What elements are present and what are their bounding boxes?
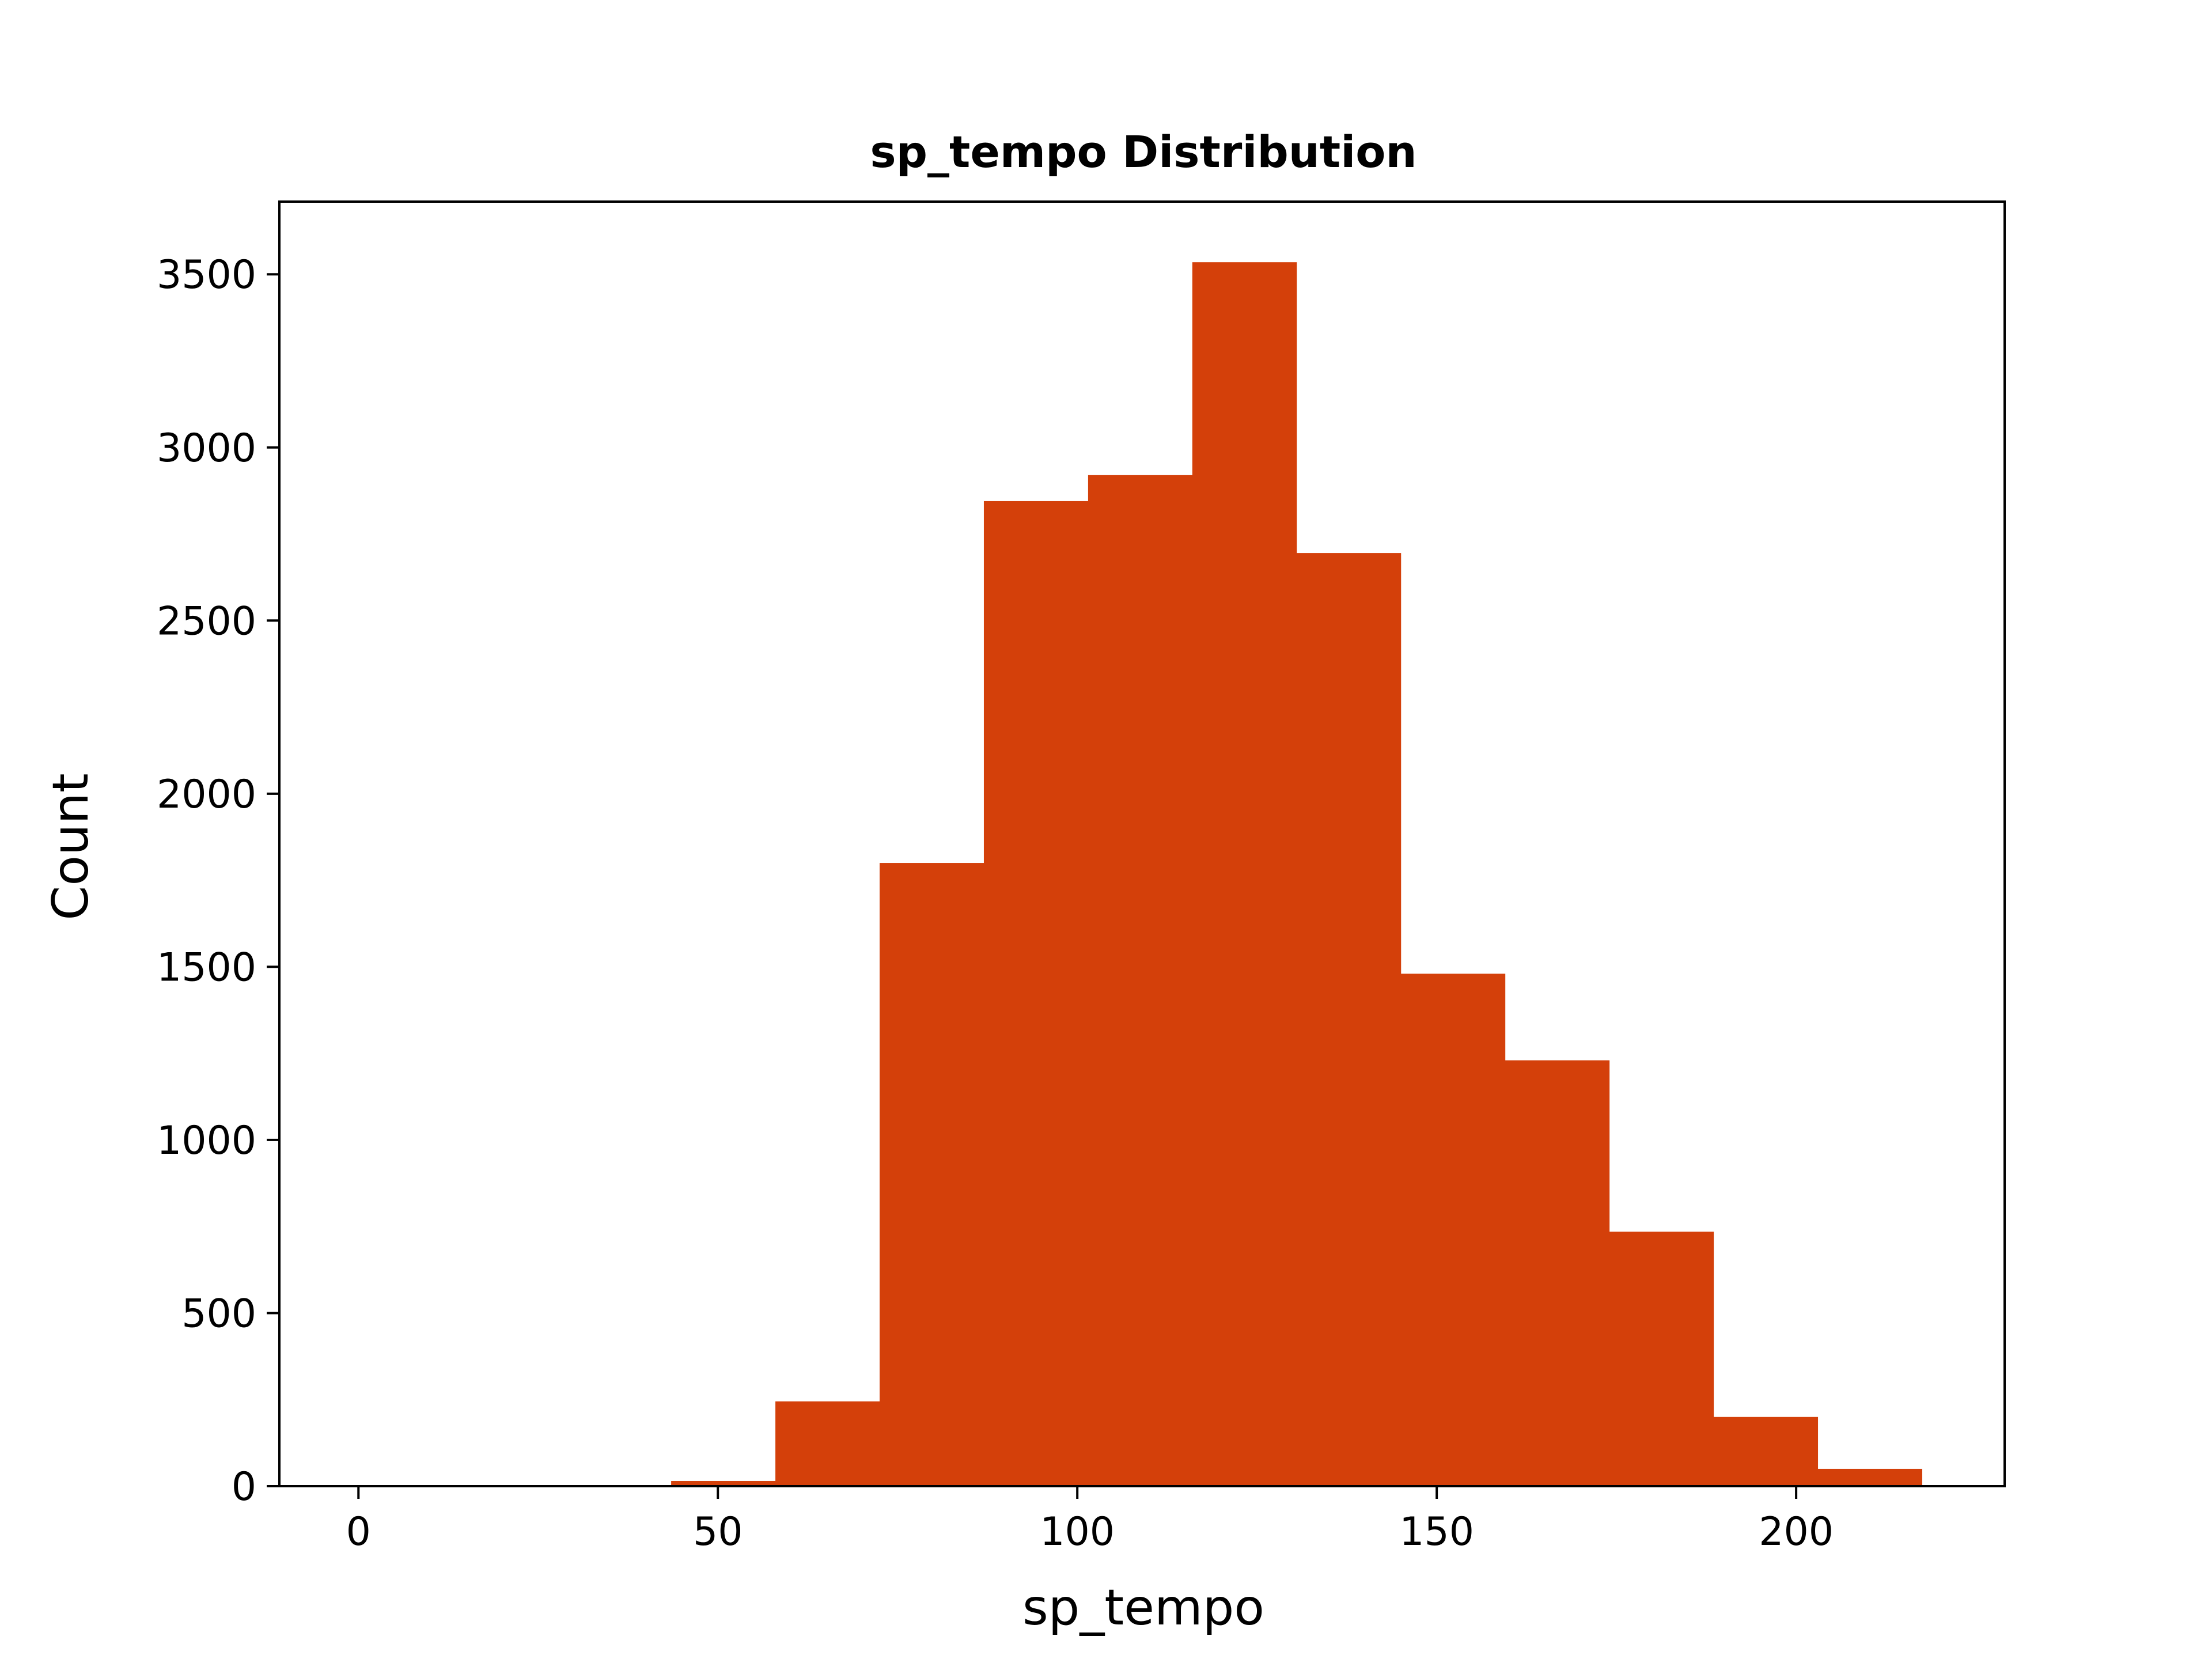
y-axis-label: Count bbox=[42, 773, 100, 920]
y-tick-label: 1000 bbox=[157, 1118, 256, 1164]
histogram-bar-12 bbox=[1609, 1232, 1714, 1486]
x-tick-label: 200 bbox=[1759, 1509, 1834, 1555]
histogram-bar-5 bbox=[880, 863, 984, 1486]
histogram-bar-10 bbox=[1400, 974, 1506, 1486]
y-tick-label: 0 bbox=[232, 1464, 256, 1510]
x-axis-ticks: 0 50 100 150 200 bbox=[346, 1486, 1834, 1555]
histogram-bar-6 bbox=[983, 501, 1089, 1486]
y-tick-label: 500 bbox=[181, 1291, 256, 1336]
histogram-bar-13 bbox=[1713, 1416, 1819, 1486]
y-tick-label: 3500 bbox=[157, 252, 256, 298]
x-tick-label: 0 bbox=[346, 1509, 371, 1555]
y-axis-ticks: 0 500 1000 1500 2000 2500 3000 3500 bbox=[157, 252, 279, 1510]
histogram-bar-9 bbox=[1296, 553, 1402, 1486]
x-axis-label: sp_tempo bbox=[1022, 1579, 1264, 1637]
y-tick-label: 2500 bbox=[157, 599, 256, 644]
x-tick-label: 100 bbox=[1040, 1509, 1115, 1555]
histogram-bar-14 bbox=[1817, 1468, 1922, 1486]
plot-frame bbox=[278, 200, 2006, 1487]
histogram-bar-7 bbox=[1088, 475, 1193, 1486]
y-tick-label: 1500 bbox=[157, 945, 256, 990]
x-tick-label: 50 bbox=[693, 1509, 743, 1555]
histogram-bar-8 bbox=[1192, 262, 1297, 1486]
bars-group bbox=[671, 262, 1922, 1486]
y-tick-label: 2000 bbox=[157, 772, 256, 817]
x-tick-label: 150 bbox=[1399, 1509, 1474, 1555]
histogram-bar-11 bbox=[1505, 1060, 1610, 1486]
histogram-bar-3 bbox=[671, 1480, 776, 1486]
chart-title: sp_tempo Distribution bbox=[870, 126, 1416, 177]
y-tick-label: 3000 bbox=[157, 426, 256, 471]
histogram-bar-4 bbox=[775, 1401, 880, 1486]
